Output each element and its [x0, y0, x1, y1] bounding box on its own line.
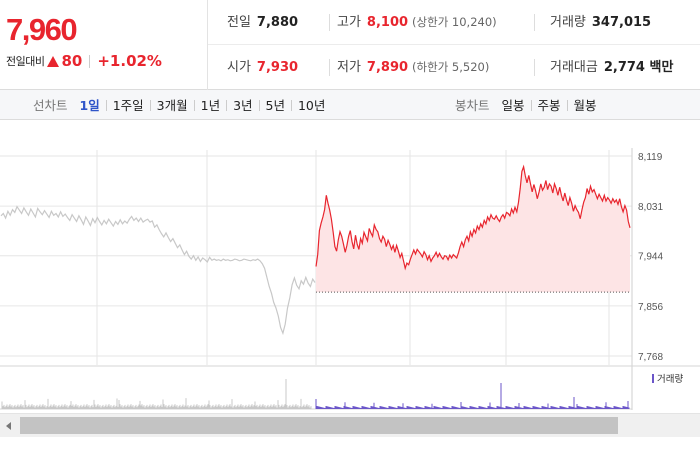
stat-label: 거래량 — [550, 15, 586, 30]
divider — [534, 59, 535, 76]
volume-swatch — [652, 374, 654, 383]
stat-prev-close: 전일 7,880 — [227, 0, 298, 45]
change-label: 전일대비 — [6, 55, 45, 68]
stat-value: 347,015 — [591, 15, 652, 30]
y-tick-label: 8,119 — [638, 152, 663, 163]
divider — [193, 99, 195, 111]
divider — [329, 14, 330, 31]
change-amount: 80 — [61, 52, 83, 70]
stats-row-2: 시가 7,930 저가 7,890 (하한가 5,520) 거래대금 2,774 백만 — [208, 45, 700, 90]
prev-day-series-line — [0, 205, 316, 336]
stat-label: 거래대금 — [550, 60, 598, 75]
divider — [258, 99, 260, 111]
change-percent: +1.02% — [97, 52, 162, 70]
stat-sub: (상한가 10,240) — [412, 15, 497, 29]
divider — [105, 99, 107, 111]
divider — [534, 14, 535, 31]
line-chart-label: 선차트 — [33, 97, 68, 113]
y-tick-label: 7,856 — [638, 302, 663, 313]
line_periods-option[interactable]: 1주일 — [112, 97, 144, 113]
line_periods-option[interactable]: 1년 — [200, 97, 221, 113]
stat-volume: 거래량 347,015 — [550, 0, 651, 45]
stat-low: 저가 7,890 (하한가 5,520) — [337, 45, 489, 90]
line_periods-option[interactable]: 3개월 — [156, 97, 188, 113]
candle-chart-label: 봉차트 — [455, 97, 490, 113]
y-tick-label: 7,768 — [638, 352, 663, 363]
divider — [149, 99, 151, 111]
scroll-left-arrow-icon[interactable] — [0, 414, 18, 437]
stat-value: 7,930 — [256, 60, 299, 75]
stats-row-1: 전일 7,880 고가 8,100 (상한가 10,240) 거래량 347,015 — [208, 0, 700, 45]
stat-turnover: 거래대금 2,774 백만 — [550, 45, 673, 90]
stat-label: 저가 — [337, 60, 361, 75]
stat-value: 7,890 — [366, 60, 409, 75]
candle-chart-periods: 봉차트 일봉 주봉 월봉 — [455, 90, 603, 120]
change-row: 전일대비 80 +1.02% — [6, 52, 162, 70]
volume-legend: 거래량 — [652, 371, 683, 385]
stat-value: 7,880 — [256, 15, 299, 30]
line_periods-option[interactable]: 1일 — [79, 97, 100, 113]
candle_periods-option[interactable]: 주봉 — [537, 97, 561, 113]
stat-value: 2,774 백만 — [603, 60, 674, 75]
stat-open: 시가 7,930 — [227, 45, 298, 90]
divider — [329, 59, 330, 76]
up-triangle-icon — [47, 55, 60, 67]
y-tick-label: 7,944 — [638, 252, 663, 263]
stat-high: 고가 8,100 (상한가 10,240) — [337, 0, 497, 45]
divider — [226, 99, 228, 111]
line-chart-periods: 선차트 1일 1주일 3개월 1년 3년 5년 10년 — [33, 90, 331, 120]
candle_periods-option[interactable]: 일봉 — [501, 97, 525, 113]
scroll-thumb[interactable] — [20, 417, 618, 434]
chart-scrollbar[interactable] — [0, 413, 700, 437]
stat-label: 전일 — [227, 15, 251, 30]
divider — [290, 99, 292, 111]
today-series-area — [316, 166, 630, 293]
quote-summary: 7,960 전일대비 80 +1.02% 전일 7,880 고가 8,100 (상한가… — [0, 0, 700, 90]
line_periods-option[interactable]: 3년 — [233, 97, 253, 113]
stat-label: 시가 — [227, 60, 251, 75]
line_periods-option[interactable]: 5년 — [265, 97, 285, 113]
scroll-right-arrow[interactable] — [682, 414, 700, 437]
today-series-line — [315, 164, 631, 271]
stat-value: 8,100 — [366, 15, 409, 30]
stat-label: 고가 — [337, 15, 361, 30]
divider — [530, 99, 532, 111]
divider — [89, 54, 91, 68]
price-box: 7,960 전일대비 80 +1.02% — [0, 0, 208, 90]
stat-sub: (하한가 5,520) — [412, 60, 490, 74]
y-tick-label: 8,031 — [638, 202, 663, 213]
current-price: 7,960 — [6, 12, 78, 47]
candle_periods-option[interactable]: 월봉 — [573, 97, 597, 113]
line_periods-option[interactable]: 10년 — [297, 97, 326, 113]
volume-legend-label: 거래량 — [657, 374, 684, 385]
chart-period-toolbar: 선차트 1일 1주일 3개월 1년 3년 5년 10년 봉차트 일봉 주봉 월봉 — [0, 90, 700, 120]
divider — [566, 99, 568, 111]
price-chart-svg: 8,119 8,031 7,944 7,856 7,768 — [0, 148, 700, 410]
intraday-chart[interactable]: 8,119 8,031 7,944 7,856 7,768 거래량 — [0, 120, 700, 410]
